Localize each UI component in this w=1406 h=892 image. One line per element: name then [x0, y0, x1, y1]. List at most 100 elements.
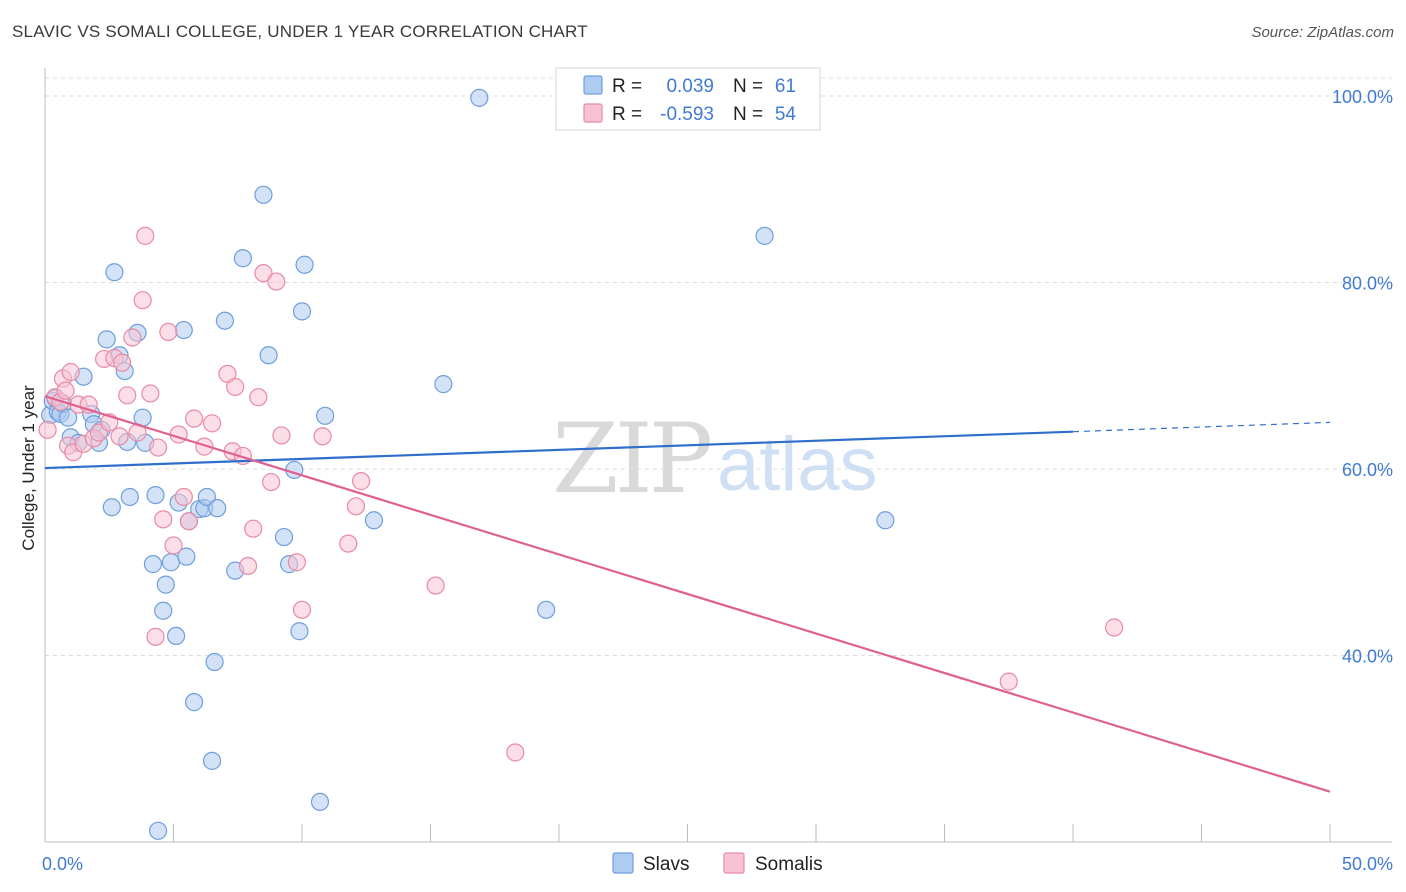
somalis-point [254, 264, 273, 283]
legend-n-value-somalis: 54 [775, 104, 797, 125]
bottom-legend: Slavs Somalis [612, 852, 823, 875]
watermark-atlas: atlas [717, 422, 878, 507]
slavs-trend-line [44, 430, 1074, 470]
watermark: ZIP atlas [552, 403, 878, 515]
slavs-point [105, 263, 124, 282]
slavs-point [154, 601, 173, 620]
somalis-point [174, 487, 193, 507]
somalis-point [272, 426, 291, 445]
somalis-point [346, 497, 366, 516]
slavs-point [202, 751, 222, 770]
slavs-point [274, 527, 294, 547]
trend-lines [44, 395, 1331, 793]
slavs-point [316, 406, 335, 425]
somalis-point [244, 519, 263, 538]
somalis-point [179, 512, 199, 531]
slavs-point [197, 487, 217, 507]
slavs-point [470, 88, 489, 107]
slavs-point [233, 249, 252, 268]
legend-r-label-somalis: R = [612, 104, 642, 125]
slavs-point [310, 792, 330, 812]
legend-n-label-slavs: N = [733, 76, 763, 97]
slavs-point [148, 821, 168, 840]
slavs-point [166, 626, 186, 646]
somalis-point [164, 536, 183, 555]
somalis-point [226, 377, 245, 397]
somalis-point [249, 388, 268, 407]
somalis-point [262, 472, 281, 492]
y-tick-label-100: 100.0% [1332, 87, 1393, 107]
somalis-point [133, 291, 152, 310]
legend-r-value-slavs: 0.039 [666, 76, 714, 97]
somalis-point [287, 553, 306, 572]
slavs-point [177, 547, 196, 566]
somalis-point [148, 438, 168, 457]
somalis-point [1105, 618, 1124, 637]
slavs-point [254, 185, 273, 204]
slavs-point [259, 346, 278, 365]
slavs-point [295, 255, 314, 274]
x-tick-labels: 0.0% 50.0% [42, 854, 1393, 874]
slavs-point [156, 575, 175, 594]
somalis-point [110, 427, 129, 446]
slavs-point [143, 555, 163, 574]
bottom-legend-label-slavs: Slavs [643, 854, 689, 875]
slavs-trend-extension [1072, 421, 1331, 433]
y-tick-label-60: 60.0% [1342, 460, 1393, 480]
bottom-legend-swatch-slavs [612, 852, 634, 874]
somalis-point [112, 353, 132, 372]
somalis-point [61, 362, 80, 382]
slavs-point [184, 693, 204, 712]
somalis-point [195, 437, 214, 456]
slavs-point [102, 498, 121, 517]
somalis-point [339, 534, 358, 553]
y-axis-label: College, Under 1 year [19, 385, 38, 551]
somalis-point [184, 409, 204, 428]
chart-source: Source: ZipAtlas.com [1251, 24, 1394, 41]
somalis-trend-line [44, 395, 1331, 793]
x-tick-label-0: 0.0% [42, 854, 83, 874]
axes [44, 68, 1392, 843]
slavs-point [208, 499, 227, 518]
slavs-point [537, 600, 556, 619]
legend-swatch-somalis [583, 103, 603, 123]
slavs-point [364, 511, 384, 530]
somalis-points [38, 226, 1124, 762]
somalis-point [141, 384, 160, 403]
y-tick-label-80: 80.0% [1342, 273, 1393, 293]
somalis-point [136, 226, 155, 245]
somalis-point [202, 414, 222, 433]
somalis-point [267, 272, 286, 291]
slavs-point [434, 375, 453, 394]
somalis-point [123, 328, 142, 347]
legend-swatch-slavs [583, 75, 603, 95]
slavs-point [205, 652, 224, 672]
legend-n-value-slavs: 61 [775, 76, 796, 97]
somalis-point [999, 672, 1018, 691]
slavs-point [59, 408, 78, 427]
legend-r-label-slavs: R = [612, 76, 642, 97]
y-tick-label-40: 40.0% [1342, 646, 1393, 666]
slavs-point [290, 622, 309, 641]
somalis-point [292, 600, 312, 619]
chart-title: SLAVIC VS SOMALI COLLEGE, UNDER 1 YEAR C… [12, 22, 588, 41]
x-tick-label-50: 50.0% [1342, 854, 1393, 874]
somalis-point [238, 556, 258, 576]
slavs-points [41, 88, 895, 840]
slavs-point [174, 320, 193, 340]
somalis-point [154, 510, 173, 529]
somalis-point [352, 472, 371, 491]
watermark-zip: ZIP [552, 403, 711, 515]
somalis-point [506, 743, 525, 762]
slavs-point [292, 302, 312, 321]
legend-n-label-somalis: N = [733, 104, 763, 125]
bottom-legend-label-somalis: Somalis [755, 854, 823, 875]
legend-r-value-somalis: -0.593 [660, 104, 714, 125]
slavs-point [120, 487, 139, 507]
slavs-point [97, 330, 116, 349]
y-tick-labels: 100.0% 80.0% 60.0% 40.0% [1332, 87, 1393, 667]
bottom-legend-swatch-somalis [723, 852, 745, 874]
somalis-point [146, 627, 165, 646]
somalis-point [313, 427, 332, 446]
